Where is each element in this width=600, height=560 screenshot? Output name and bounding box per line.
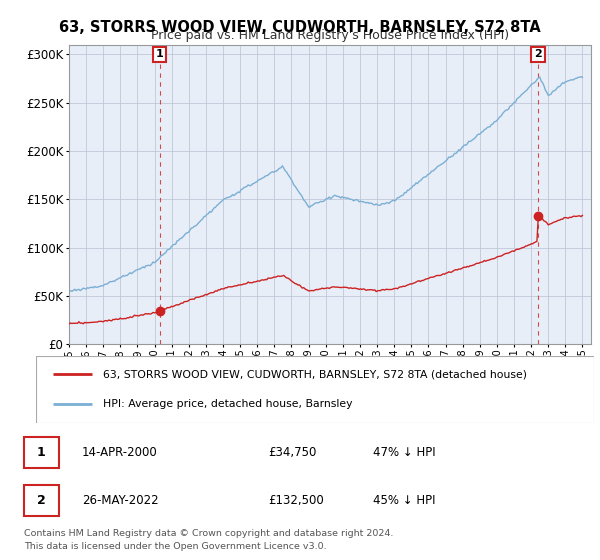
Text: 63, STORRS WOOD VIEW, CUDWORTH, BARNSLEY, S72 8TA (detached house): 63, STORRS WOOD VIEW, CUDWORTH, BARNSLEY… <box>103 370 527 380</box>
FancyBboxPatch shape <box>23 437 59 468</box>
Text: HPI: Average price, detached house, Barnsley: HPI: Average price, detached house, Barn… <box>103 399 352 409</box>
Text: 45% ↓ HPI: 45% ↓ HPI <box>373 494 436 507</box>
Text: Contains HM Land Registry data © Crown copyright and database right 2024.
This d: Contains HM Land Registry data © Crown c… <box>24 529 394 550</box>
Text: £132,500: £132,500 <box>268 494 324 507</box>
Text: 2: 2 <box>534 49 542 59</box>
Text: 47% ↓ HPI: 47% ↓ HPI <box>373 446 436 459</box>
Title: Price paid vs. HM Land Registry's House Price Index (HPI): Price paid vs. HM Land Registry's House … <box>151 29 509 42</box>
FancyBboxPatch shape <box>23 484 59 516</box>
Text: 2: 2 <box>37 494 46 507</box>
Text: £34,750: £34,750 <box>268 446 316 459</box>
Text: 63, STORRS WOOD VIEW, CUDWORTH, BARNSLEY, S72 8TA: 63, STORRS WOOD VIEW, CUDWORTH, BARNSLEY… <box>59 20 541 35</box>
FancyBboxPatch shape <box>36 356 594 423</box>
Text: 14-APR-2000: 14-APR-2000 <box>82 446 158 459</box>
Text: 26-MAY-2022: 26-MAY-2022 <box>82 494 158 507</box>
Text: 1: 1 <box>155 49 163 59</box>
Text: 1: 1 <box>37 446 46 459</box>
